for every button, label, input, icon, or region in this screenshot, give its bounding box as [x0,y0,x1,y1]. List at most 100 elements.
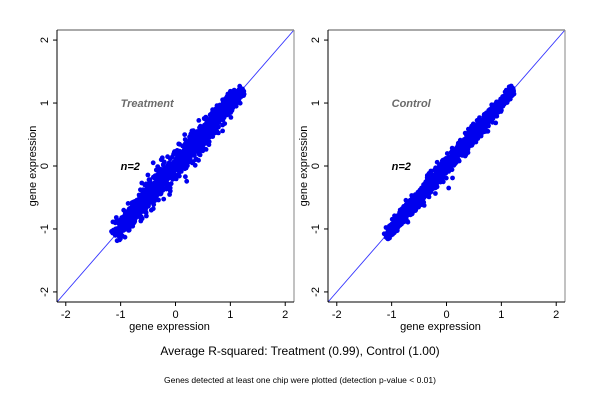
data-point [223,96,228,101]
data-point [170,154,175,160]
data-point [441,162,447,167]
data-point [190,139,195,145]
outlier-point [182,174,188,180]
point-cloud [381,83,517,242]
data-point [412,201,418,207]
y-tick-label: -1 [39,224,51,234]
data-point [147,177,153,183]
data-point [150,206,156,212]
data-point [395,225,400,231]
data-point [474,122,480,127]
data-point [484,122,489,127]
data-point [165,154,171,160]
data-point [186,152,192,157]
data-point [399,216,404,222]
data-point [173,173,179,179]
data-point [220,122,226,128]
data-point [507,88,513,93]
data-point [231,101,237,107]
data-point [479,124,485,130]
data-point [433,191,438,196]
data-point [215,115,221,120]
data-point [208,131,214,137]
data-point [202,116,207,122]
y-axis-title: gene expression [27,126,39,207]
data-point [455,143,461,149]
data-point [445,167,450,173]
data-point [504,97,510,103]
outlier-point [158,157,164,163]
data-point [423,184,429,189]
data-point [126,220,132,226]
data-point [409,197,414,202]
data-point [439,173,444,179]
data-point [176,154,182,160]
data-point [449,167,455,173]
data-point [164,185,169,190]
data-point [137,196,142,202]
data-point [158,186,164,192]
data-point [114,217,120,223]
data-point [402,213,407,219]
data-point [122,221,128,227]
data-point [189,144,195,150]
data-point [463,152,469,158]
data-point [150,160,156,166]
y-tick-label: 1 [310,100,322,106]
data-point [440,166,445,172]
data-point [444,151,450,156]
y-tick-label: 2 [310,37,322,43]
panel-treatment: -2 -1 0 1 2 -2 -1 0 1 2 gene expression gene expres… [27,29,295,333]
data-point [145,200,150,206]
data-point [132,201,138,207]
data-point [506,84,512,90]
data-point [405,219,411,225]
data-point [434,166,440,172]
x-tick-label: 1 [498,309,504,321]
data-point [158,170,163,175]
data-point [126,227,132,233]
data-point [399,206,405,212]
data-point [160,162,166,167]
data-point [427,173,433,179]
caption-r-squared: Average R-squared: Treatment (0.99), Con… [160,344,439,358]
data-point [212,120,218,126]
data-point [228,106,234,112]
outlier-point [196,157,201,163]
data-point [161,196,167,202]
data-point [427,179,433,185]
outlier-point [176,173,182,179]
data-point [203,147,209,152]
data-point [440,179,446,185]
data-point [163,167,169,173]
data-point [449,145,455,151]
data-point [144,213,149,219]
data-point [464,132,470,138]
data-point [434,178,440,184]
x-tick-label: 0 [172,309,178,321]
outlier-point [446,185,452,191]
data-point [436,169,442,175]
data-point [171,169,177,175]
data-point [407,208,413,214]
data-point [495,106,501,112]
y-tick-label: -2 [39,287,51,297]
panel-title: Control [392,98,432,110]
data-point [158,191,164,196]
data-point [230,91,236,96]
data-point [466,126,471,132]
data-point [225,102,231,108]
data-point [197,146,203,152]
data-point [121,217,127,222]
x-tick-label: 2 [282,309,288,321]
data-point [495,103,500,108]
data-point [182,132,188,138]
data-point [389,221,395,227]
data-point [207,112,213,118]
data-point [218,109,224,115]
data-point [385,225,390,231]
y-tick-label: 0 [39,163,51,169]
x-tick-label: -2 [61,309,71,321]
data-point [237,100,243,106]
